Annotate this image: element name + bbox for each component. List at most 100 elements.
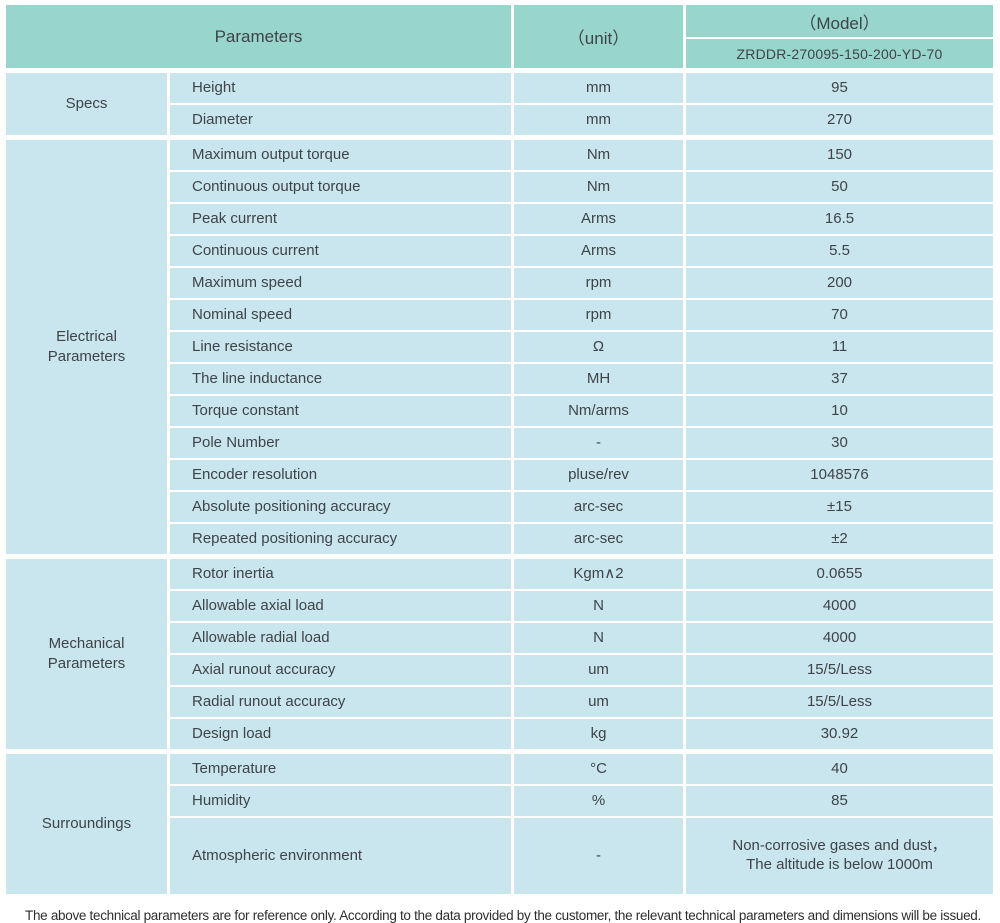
unit-cell: Nm bbox=[511, 170, 686, 204]
model-number: ZRDDR-270095-150-200-YD-70 bbox=[683, 37, 996, 72]
category-cell: Electrical Parameters bbox=[3, 136, 170, 558]
table-row: Continuous current Arms 5.5 bbox=[5, 234, 996, 268]
unit-cell: MH bbox=[511, 362, 686, 396]
unit-cell: - bbox=[511, 816, 686, 896]
value-cell: 70 bbox=[683, 298, 996, 332]
unit-cell: arc-sec bbox=[511, 490, 686, 524]
value-cell: 85 bbox=[683, 784, 996, 818]
category-cell: Specs bbox=[3, 69, 170, 139]
table-row: Maximum speed rpm 200 bbox=[5, 266, 996, 300]
value-cell: 30.92 bbox=[683, 717, 996, 753]
value-cell: 30 bbox=[683, 426, 996, 460]
unit-header-cell: （unit） bbox=[511, 3, 686, 72]
parameter-cell: Diameter bbox=[167, 103, 514, 139]
parameter-cell: Repeated positioning accuracy bbox=[167, 522, 514, 558]
header-row-model: ZRDDR-270095-150-200-YD-70 bbox=[5, 37, 996, 72]
parameter-cell: Allowable radial load bbox=[167, 621, 514, 655]
table-row: Torque constant Nm/arms 10 bbox=[5, 394, 996, 428]
section-mechanical: Mechanical Parameters Rotor inertia Kgm∧2 0… bbox=[3, 555, 996, 753]
table-row: Design load kg 30.92 bbox=[5, 717, 996, 753]
value-cell: 4000 bbox=[683, 589, 996, 623]
unit-cell: °C bbox=[511, 750, 686, 786]
value-cell: 16.5 bbox=[683, 202, 996, 236]
parameter-cell: Peak current bbox=[167, 202, 514, 236]
value-cell: 11 bbox=[683, 330, 996, 364]
unit-cell: % bbox=[511, 784, 686, 818]
parameter-cell: Axial runout accuracy bbox=[167, 653, 514, 687]
parameter-cell: Line resistance bbox=[167, 330, 514, 364]
value-cell: Non-corrosive gases and dust， The altitu… bbox=[683, 816, 996, 896]
parameter-cell: Encoder resolution bbox=[167, 458, 514, 492]
table-row: Humidity% 85 bbox=[5, 784, 996, 818]
value-cell: ±15 bbox=[683, 490, 996, 524]
unit-cell: Arms bbox=[511, 202, 686, 236]
parameter-cell: Allowable axial load bbox=[167, 589, 514, 623]
parameter-cell: Continuous output torque bbox=[167, 170, 514, 204]
category-cell: Mechanical Parameters bbox=[3, 555, 170, 753]
parameter-cell: Maximum output torque bbox=[167, 136, 514, 172]
table-row: Allowable axial load N 4000 bbox=[5, 589, 996, 623]
value-cell: 270 bbox=[683, 103, 996, 139]
value-cell: 200 bbox=[683, 266, 996, 300]
unit-cell: Ω bbox=[511, 330, 686, 364]
value-cell: 95 bbox=[683, 69, 996, 105]
parameter-table: Parameters （unit） （Model） ZRDDR-270095-1… bbox=[3, 3, 996, 896]
value-cell: 40 bbox=[683, 750, 996, 786]
parameter-cell: Design load bbox=[167, 717, 514, 753]
parameter-cell: Height bbox=[167, 69, 514, 105]
table-row: Encoder resolution pluse/rev 1048576 bbox=[5, 458, 996, 492]
parameter-cell: Atmospheric environment bbox=[167, 816, 514, 896]
parameter-cell: Continuous current bbox=[167, 234, 514, 268]
table-row: The line inductance MH 37 bbox=[5, 362, 996, 396]
unit-cell: pluse/rev bbox=[511, 458, 686, 492]
unit-cell: arc-sec bbox=[511, 522, 686, 558]
unit-cell: Arms bbox=[511, 234, 686, 268]
value-cell: 50 bbox=[683, 170, 996, 204]
value-cell: 10 bbox=[683, 394, 996, 428]
parameter-cell: Humidity bbox=[167, 784, 514, 818]
unit-cell: N bbox=[511, 589, 686, 623]
unit-cell: rpm bbox=[511, 266, 686, 300]
footer-note: The above technical parameters are for r… bbox=[25, 908, 981, 923]
unit-cell: Nm/arms bbox=[511, 394, 686, 428]
parameter-cell: Radial runout accuracy bbox=[167, 685, 514, 719]
value-cell: 4000 bbox=[683, 621, 996, 655]
table-row: Axial runout accuracy um 15/5/Less bbox=[5, 653, 996, 687]
value-cell: 1048576 bbox=[683, 458, 996, 492]
unit-cell: mm bbox=[511, 69, 686, 105]
value-cell: 5.5 bbox=[683, 234, 996, 268]
unit-cell: - bbox=[511, 426, 686, 460]
table-row: Surroundings Temperature °C 40 bbox=[3, 750, 996, 896]
value-cell: 0.0655 bbox=[683, 555, 996, 591]
parameters-header-cell: Parameters bbox=[3, 3, 514, 72]
parameter-cell: Nominal speed bbox=[167, 298, 514, 332]
model-header-cell: （Model） bbox=[683, 3, 996, 39]
value-cell: 150 bbox=[683, 136, 996, 172]
section-surroundings: Surroundings Temperature °C 40 Humidity% 85 At… bbox=[3, 750, 996, 896]
value-cell: 15/5/Less bbox=[683, 685, 996, 719]
section-electrical: Electrical Parameters Maximum output torq… bbox=[3, 136, 996, 558]
table-row: Radial runout accuracy um 15/5/Less bbox=[5, 685, 996, 719]
category-cell: Surroundings bbox=[3, 750, 170, 896]
table-row: Repeated positioning accuracy arc-sec ±2 bbox=[5, 522, 996, 558]
unit-cell: mm bbox=[511, 103, 686, 139]
table-row: Diameter mm 270 bbox=[5, 103, 996, 139]
unit-cell: rpm bbox=[511, 298, 686, 332]
parameter-cell: Rotor inertia bbox=[167, 555, 514, 591]
unit-cell: Nm bbox=[511, 136, 686, 172]
table-header: Parameters （unit） （Model） ZRDDR-270095-1… bbox=[3, 3, 996, 72]
table-row: Specs Height mm 95 bbox=[3, 69, 996, 139]
header-row-top: Parameters （unit） （Model） bbox=[3, 3, 996, 72]
parameter-cell: Torque constant bbox=[167, 394, 514, 428]
table-row: Peak current Arms 16.5 bbox=[5, 202, 996, 236]
parameter-cell: Maximum speed bbox=[167, 266, 514, 300]
unit-cell: um bbox=[511, 653, 686, 687]
table-row: Allowable radial load N 4000 bbox=[5, 621, 996, 655]
table-row: Pole Number -30 bbox=[5, 426, 996, 460]
parameter-cell: The line inductance bbox=[167, 362, 514, 396]
value-cell: 37 bbox=[683, 362, 996, 396]
unit-cell: um bbox=[511, 685, 686, 719]
table-row: Nominal speed rpm 70 bbox=[5, 298, 996, 332]
parameter-cell: Pole Number bbox=[167, 426, 514, 460]
